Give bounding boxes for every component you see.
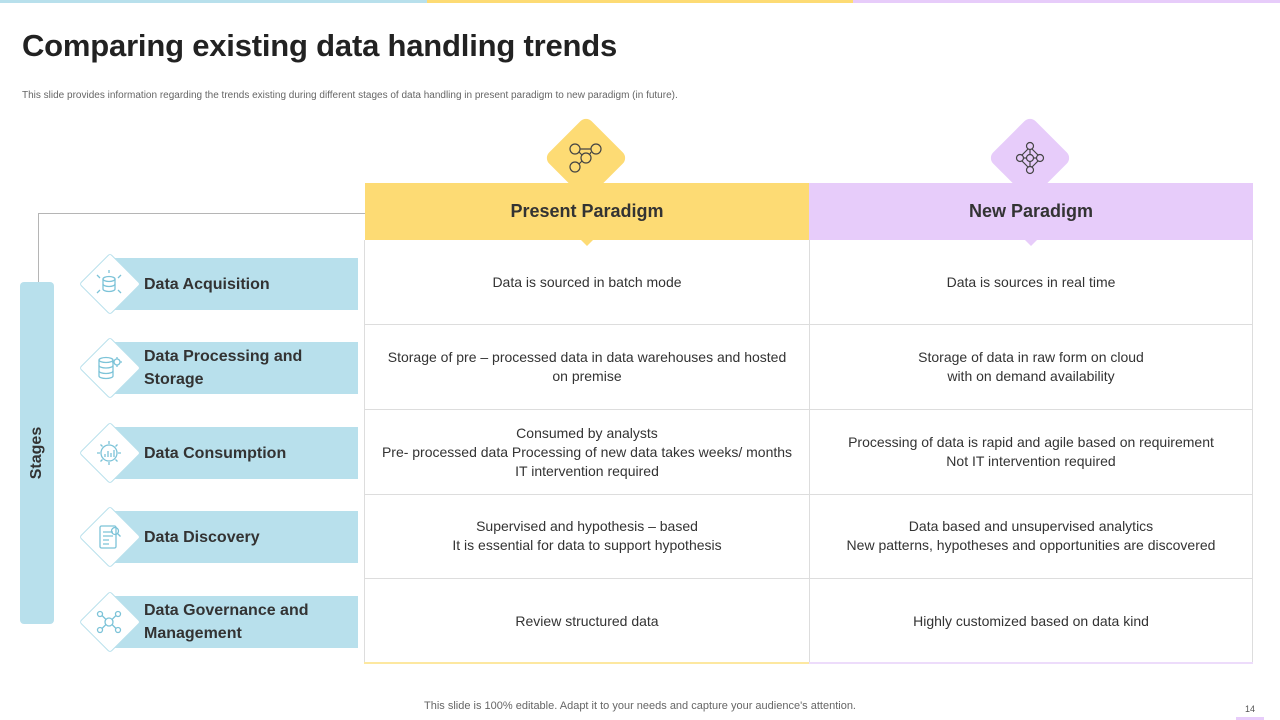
new-cell: Processing of data is rapid and agile ba… — [809, 410, 1252, 494]
new-bottom-accent — [809, 662, 1253, 664]
table-row: Data is sourced in batch mode Data is so… — [365, 240, 1252, 325]
document-search-icon — [90, 519, 128, 555]
stages-label: Stages — [28, 426, 45, 480]
present-paradigm-badge — [543, 115, 629, 201]
stage-label: Data Discovery — [144, 528, 260, 546]
present-cell: Review structured data — [515, 613, 659, 629]
present-cell: Supervised and hypothesis – based It is … — [452, 518, 722, 553]
new-cell: Data is sources in real time — [809, 240, 1252, 324]
stage-data-acquisition: Data Acquisition — [78, 252, 360, 316]
table-row: Storage of pre – processed data in data … — [365, 325, 1252, 410]
stage-label: Data Processing and Storage — [144, 348, 303, 388]
present-paradigm-header: Present Paradigm — [365, 183, 809, 246]
stage-band — [110, 427, 358, 479]
new-paradigm-header: New Paradigm — [809, 183, 1253, 246]
stage-data-discovery: Data Discovery — [78, 505, 360, 569]
present-cell: Storage of pre – processed data in data … — [387, 349, 787, 384]
header-notch — [580, 239, 594, 246]
network-gear-icon — [90, 604, 128, 640]
comparison-table: Data is sourced in batch mode Data is so… — [364, 240, 1253, 664]
new-paradigm-badge — [987, 115, 1073, 201]
page-number-accent — [1236, 717, 1264, 720]
stage-band — [110, 511, 358, 563]
stage-label: Data Governance and Management — [144, 602, 309, 642]
connector-line-horizontal — [38, 213, 365, 214]
new-cell: Storage of data in raw form on cloud wit… — [809, 325, 1252, 409]
stage-data-governance-management: Data Governance and Management — [78, 590, 360, 654]
top-accent-bar — [0, 0, 1280, 3]
stage-data-processing-storage: Data Processing and Storage — [78, 336, 360, 400]
stage-band — [110, 342, 358, 394]
header-notch — [1024, 239, 1038, 246]
stage-label: Data Acquisition — [144, 275, 270, 293]
new-cell: Highly customized based on data kind — [809, 579, 1252, 664]
storage-gear-icon — [90, 350, 128, 386]
chart-gear-icon — [90, 435, 128, 471]
stage-label: Data Consumption — [144, 444, 287, 462]
network-nodes-icon — [564, 136, 608, 180]
page-number: 14 — [1244, 704, 1255, 714]
connector-line-vertical — [38, 213, 39, 283]
top-accent-yellow — [426, 0, 854, 3]
table-row: Supervised and hypothesis – based It is … — [365, 494, 1252, 579]
present-bottom-accent — [364, 662, 809, 664]
table-row: Review structured data Highly customized… — [365, 579, 1252, 664]
slide-title: Comparing existing data handling trends — [22, 28, 618, 63]
stages-bar: Stages — [20, 282, 54, 624]
stage-band — [110, 258, 358, 310]
database-icon — [90, 266, 128, 302]
new-cell: Data based and unsupervised analytics Ne… — [809, 494, 1252, 578]
top-accent-purple — [853, 0, 1280, 3]
present-cell: Data is sourced in batch mode — [492, 273, 682, 290]
slide-footer: This slide is 100% editable. Adapt it to… — [424, 700, 856, 712]
present-cell: Consumed by analysts Pre- processed data… — [381, 424, 793, 479]
new-paradigm-title: New Paradigm — [968, 201, 1094, 221]
slide-subtitle: This slide provides information regardin… — [22, 90, 678, 101]
table-row: Consumed by analysts Pre- processed data… — [365, 410, 1252, 495]
stage-band — [110, 596, 358, 648]
stage-data-consumption: Data Consumption — [78, 421, 360, 485]
neural-network-icon — [1008, 136, 1052, 180]
present-paradigm-title: Present Paradigm — [510, 201, 664, 221]
top-accent-blue — [0, 0, 427, 3]
